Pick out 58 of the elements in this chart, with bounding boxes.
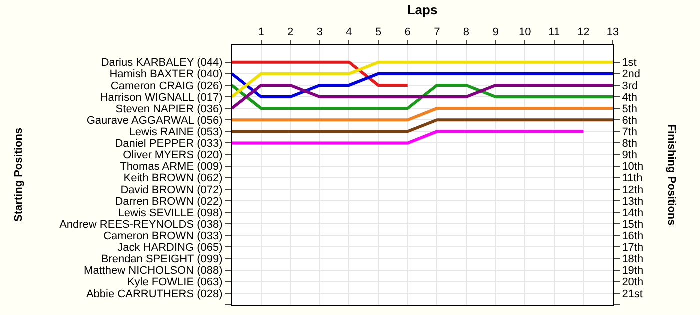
y2-tick-label: 11th xyxy=(622,172,643,185)
x-tick-label: 1 xyxy=(258,26,264,39)
y2-tick-label: 7th xyxy=(622,126,638,139)
category-label: Matthew NICHOLSON (088) xyxy=(84,265,223,278)
y2-tick-label: 15th xyxy=(622,218,644,231)
category-label: Oliver MYERS (020) xyxy=(123,150,223,162)
y2-tick-label: 21st xyxy=(622,288,643,300)
x-tick-label: 10 xyxy=(518,26,532,39)
category-label: Thomas ARME (009) xyxy=(120,161,223,174)
y2-tick-label: 16th xyxy=(622,230,644,243)
y2-tick-label: 19th xyxy=(622,265,644,278)
y2-tick-label: 17th xyxy=(622,242,644,254)
x-tick-label: 12 xyxy=(578,26,590,39)
y2-tick-label: 6th xyxy=(622,114,638,127)
category-label: Hamish BAXTER (040) xyxy=(110,68,223,81)
category-label: Lewis SEVILLE (098) xyxy=(118,207,223,220)
x-tick-label: 3 xyxy=(316,26,323,39)
category-label: Gaurave AGGARWAL (056) xyxy=(86,114,223,127)
y2-tick-label: 2nd xyxy=(622,68,641,81)
category-label: Brendan SPEIGHT (099) xyxy=(101,254,223,266)
y2-tick-label: 9th xyxy=(622,150,638,162)
x-tick-label: 7 xyxy=(434,26,440,39)
category-label: Cameron CRAIG (026) xyxy=(110,80,223,92)
category-label: Darius KARBALEY (044) xyxy=(101,57,223,70)
category-label: Harrison WIGNALL (017) xyxy=(100,92,223,104)
category-label: Keith BROWN (062) xyxy=(124,172,223,185)
y2-tick-label: 4th xyxy=(622,92,638,104)
y2-axis-title: Finishing Positions xyxy=(666,124,678,226)
y2-tick-label: 20th xyxy=(622,276,644,289)
y2-tick-label: 1st xyxy=(622,57,637,70)
x-tick-label: 8 xyxy=(463,26,470,39)
y2-tick-label: 18th xyxy=(622,254,644,266)
x-tick-label: 13 xyxy=(606,26,620,39)
y2-tick-label: 5th xyxy=(622,103,638,116)
category-label: Steven NAPIER (036) xyxy=(116,103,223,116)
category-label: Darren BROWN (022) xyxy=(115,196,223,208)
category-label: Jack HARDING (065) xyxy=(118,242,223,254)
y2-tick-label: 8th xyxy=(622,138,638,150)
category-label: David BROWN (072) xyxy=(120,184,223,196)
x-tick-label: 9 xyxy=(492,26,499,39)
text: Starting Positions xyxy=(13,128,26,222)
category-label: Kyle FOWLIE (063) xyxy=(127,276,223,289)
y2-tick-label: 3rd xyxy=(622,80,638,92)
y2-tick-label: 14th xyxy=(622,207,644,220)
x-tick-label: 2 xyxy=(288,26,294,39)
category-label: Abbie CARRUTHERS (028) xyxy=(86,288,223,300)
category-label: Daniel PEPPER (033) xyxy=(115,138,223,150)
x-axis-title: Laps xyxy=(407,2,438,18)
x-tick-label: 5 xyxy=(375,26,382,39)
x-tick-label: 11 xyxy=(548,26,560,39)
x-tick-label: 6 xyxy=(404,26,411,39)
y2-tick-label: 10th xyxy=(622,161,644,174)
category-label: Cameron BROWN (033) xyxy=(104,230,223,243)
category-label: Andrew REES-REYNOLDS (038) xyxy=(60,218,223,231)
y2-tick-label: 13th xyxy=(622,196,644,208)
x-tick-label: 4 xyxy=(346,26,352,39)
category-label: Lewis RAINE (053) xyxy=(129,126,223,139)
y2-tick-label: 12th xyxy=(622,184,644,196)
